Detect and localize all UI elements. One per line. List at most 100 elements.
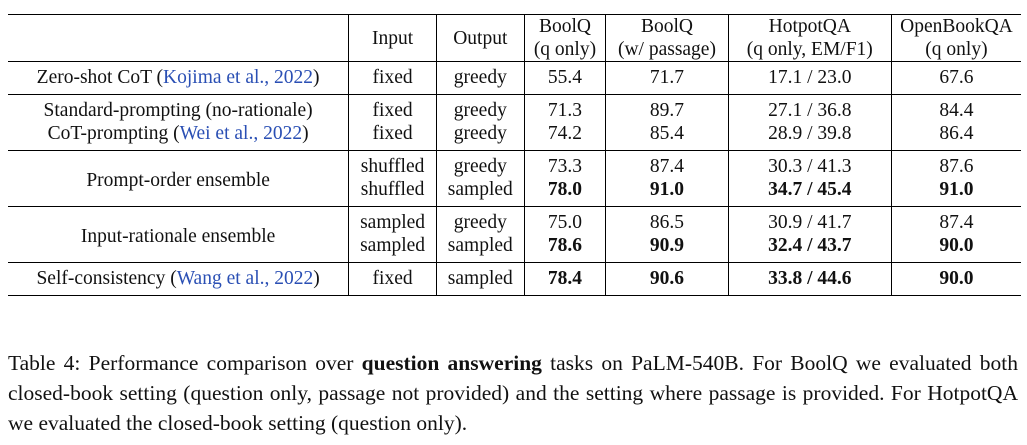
method-cell: Self-consistency (Wang et al., 2022) — [8, 263, 349, 296]
input-cell: fixed — [348, 122, 437, 151]
output-cell: sampled — [435, 234, 525, 263]
header-row: Input Output BoolQ (q only) BoolQ (w/ pa… — [8, 14, 1021, 62]
hotpotqa-cell: 30.3 / 41.3 — [727, 150, 892, 178]
method-cell: Standard-prompting (no-rationale) — [43, 100, 313, 121]
table-row: shuffled sampled 78.0 91.0 34.7 / 45.4 9… — [8, 178, 1021, 207]
boolq-passage-cell: 86.5 — [605, 206, 729, 234]
best-value: 33.8 / 44.6 — [768, 268, 852, 289]
caption-body: tasks on PaLM-540B. For BoolQ we evaluat… — [8, 351, 1018, 435]
boolq-passage-cell: 71.7 — [605, 61, 729, 95]
best-value: 78.4 — [547, 268, 583, 289]
boolq-cell: 78.4 — [523, 262, 606, 296]
header-boolq-passage: BoolQ (w/ passage) — [605, 14, 729, 62]
citation-link[interactable]: Wang et al., 2022 — [176, 268, 314, 289]
boolq-passage-cell: 87.4 — [605, 150, 729, 178]
hotpotqa-cell: 33.8 / 44.6 — [727, 262, 892, 296]
header-output: Output — [435, 14, 525, 62]
boolq-cell: 73.3 — [523, 150, 606, 178]
table-row: sampled sampled 78.6 90.9 32.4 / 43.7 90… — [8, 234, 1021, 263]
hotpotqa-cell: 28.9 / 39.8 — [727, 122, 892, 151]
header-line-1: OpenBookQA — [900, 16, 1013, 37]
table-row: Standard-prompting (no-rationale) fixed … — [8, 94, 1021, 122]
method-text: Zero-shot CoT ( — [36, 67, 164, 88]
output-cell: greedy — [435, 61, 525, 95]
citation-link[interactable]: Kojima et al., 2022 — [163, 67, 314, 88]
header-line-2: (q only) — [533, 39, 597, 60]
boolq-cell: 74.2 — [523, 122, 606, 151]
input-cell: fixed — [348, 262, 437, 296]
best-value: 90.0 — [939, 235, 974, 256]
best-value: 90.6 — [649, 268, 685, 289]
input-cell: fixed — [348, 94, 437, 122]
boolq-passage-cell: 90.6 — [605, 262, 729, 296]
best-value: 34.7 / 45.4 — [768, 179, 852, 200]
openbookqa-cell: 90.0 — [890, 234, 1021, 263]
best-value: 78.6 — [547, 235, 583, 256]
boolq-passage-cell: 91.0 — [605, 178, 729, 207]
table-row: Self-consistency (Wang et al., 2022) fix… — [8, 262, 1021, 296]
caption-emphasis: question answering — [361, 351, 542, 375]
boolq-passage-cell: 89.7 — [605, 94, 729, 122]
boolq-cell: 78.0 — [523, 178, 606, 207]
openbookqa-cell: 86.4 — [890, 122, 1021, 151]
openbookqa-cell: 67.6 — [890, 61, 1021, 95]
method-text: CoT-prompting ( — [47, 123, 180, 144]
output-cell: greedy — [435, 122, 525, 151]
header-line-2: (q only, EM/F1) — [746, 39, 873, 60]
hotpotqa-cell: 17.1 / 23.0 — [727, 61, 892, 95]
header-input: Input — [348, 14, 437, 62]
best-value: 78.0 — [547, 179, 583, 200]
output-cell: greedy — [435, 94, 525, 122]
header-hotpotqa: HotpotQA (q only, EM/F1) — [727, 14, 892, 62]
header-line-2: (q only) — [925, 39, 988, 60]
method-cell: Input-rationale ensemble — [80, 226, 276, 247]
input-cell: fixed — [348, 61, 437, 95]
hotpotqa-cell: 30.9 / 41.7 — [727, 206, 892, 234]
table-row: Input-rationale ensemble sampled greedy … — [8, 206, 1021, 247]
method-cell: Zero-shot CoT (Kojima et al., 2022) — [8, 62, 349, 95]
caption-lead: Table 4: Performance comparison over — [8, 351, 362, 375]
input-cell: shuffled — [348, 178, 437, 207]
method-cell: Prompt-order ensemble — [86, 170, 270, 191]
header-method — [8, 15, 349, 62]
header-line-1: BoolQ — [538, 16, 591, 37]
citation-link[interactable]: Wei et al., 2022 — [179, 123, 303, 144]
output-cell: greedy — [435, 206, 525, 234]
method-text: Self-consistency ( — [36, 268, 177, 289]
boolq-cell: 55.4 — [523, 61, 606, 95]
method-text: ) — [313, 268, 320, 289]
header-line-2: (w/ passage) — [617, 39, 716, 60]
method-text: ) — [313, 67, 320, 88]
header-openbookqa: OpenBookQA (q only) — [890, 14, 1021, 62]
openbookqa-cell: 87.6 — [890, 150, 1021, 178]
method-text: ) — [302, 123, 309, 144]
boolq-cell: 71.3 — [523, 94, 606, 122]
table-caption: Table 4: Performance comparison over que… — [8, 348, 1018, 438]
boolq-cell: 78.6 — [523, 234, 606, 263]
results-table: Input Output BoolQ (q only) BoolQ (w/ pa… — [8, 14, 1021, 296]
boolq-passage-cell: 90.9 — [605, 234, 729, 263]
header-line-1: BoolQ — [640, 16, 693, 37]
hotpotqa-cell: 27.1 / 36.8 — [727, 94, 892, 122]
table-row: Zero-shot CoT (Kojima et al., 2022) fixe… — [8, 61, 1021, 95]
hotpotqa-cell: 32.4 / 43.7 — [727, 234, 892, 263]
openbookqa-cell: 87.4 — [890, 206, 1021, 234]
best-value: 91.0 — [649, 179, 685, 200]
boolq-cell: 75.0 — [523, 206, 606, 234]
table-row: Prompt-order ensemble shuffled greedy 73… — [8, 150, 1021, 191]
header-boolq-closed: BoolQ (q only) — [523, 14, 606, 62]
header-line-1: HotpotQA — [768, 16, 851, 37]
input-cell: shuffled — [348, 150, 437, 178]
output-cell: sampled — [435, 262, 525, 296]
output-cell: sampled — [435, 178, 525, 207]
openbookqa-cell: 91.0 — [890, 178, 1021, 207]
best-value: 32.4 / 43.7 — [768, 235, 852, 256]
boolq-passage-cell: 85.4 — [605, 122, 729, 151]
best-value: 90.9 — [649, 235, 685, 256]
openbookqa-cell: 90.0 — [890, 262, 1021, 296]
method-cell: CoT-prompting (Wei et al., 2022) — [8, 122, 349, 151]
best-value: 91.0 — [939, 179, 974, 200]
best-value: 90.0 — [939, 268, 974, 289]
input-cell: sampled — [348, 234, 437, 263]
